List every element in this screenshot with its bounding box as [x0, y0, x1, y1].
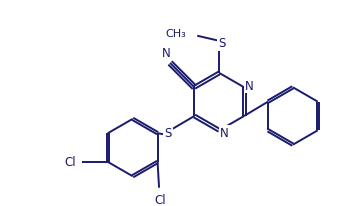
Text: N: N [162, 47, 171, 60]
Text: S: S [219, 37, 226, 50]
Text: Cl: Cl [64, 155, 76, 168]
Text: S: S [164, 126, 171, 139]
Text: CH₃: CH₃ [165, 29, 186, 39]
Text: N: N [220, 126, 229, 139]
Text: N: N [245, 79, 254, 92]
Text: Cl: Cl [155, 193, 166, 206]
